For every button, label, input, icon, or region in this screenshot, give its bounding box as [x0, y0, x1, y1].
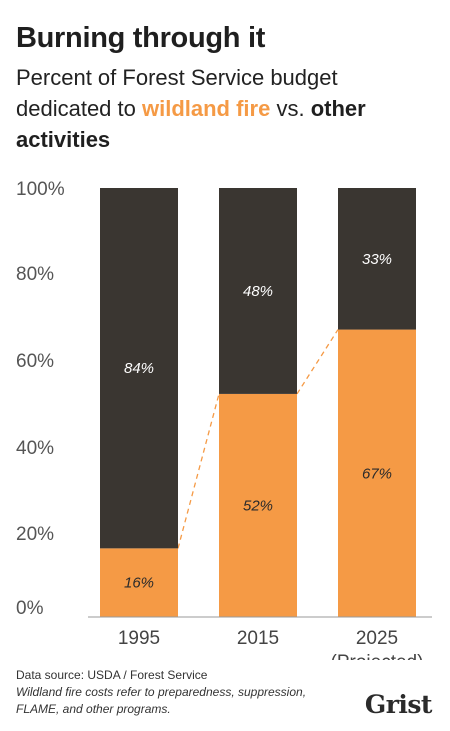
y-tick-label: 20%	[16, 524, 54, 545]
connector-lines	[177, 329, 339, 549]
data-label-fire-2025: 67%	[362, 465, 392, 482]
bars	[100, 188, 416, 617]
data-labels: 16% 84% 52% 48% 67% 33%	[124, 251, 392, 592]
grist-logo: Grist	[364, 690, 433, 719]
x-axis: 1995 2015 2025 (Projected)	[88, 616, 432, 660]
data-label-other-2015: 48%	[243, 283, 273, 300]
connector-line	[177, 393, 220, 549]
bar-other-1995	[100, 188, 178, 549]
stacked-bar-chart: 100% 80% 60% 40% 20% 0% 16% 84% 52% 48% 67% 33% 19…	[16, 179, 432, 660]
connector-line	[296, 329, 339, 395]
y-tick-label: 80%	[16, 264, 54, 285]
y-tick-label: 60%	[16, 351, 54, 372]
y-tick-label: 40%	[16, 438, 54, 459]
data-label-other-2025: 33%	[362, 251, 392, 268]
chart-subtitle: Percent of Forest Service budget dedicat…	[16, 62, 436, 155]
data-label-fire-2015: 52%	[243, 497, 273, 514]
data-label-fire-1995: 16%	[124, 575, 154, 592]
bar-other-2025	[338, 188, 416, 330]
bar-fire-2015	[219, 393, 297, 617]
data-label-other-1995: 84%	[124, 360, 154, 377]
subtitle-text-2: vs.	[270, 96, 311, 121]
x-tick-label: 2025	[356, 628, 398, 649]
x-tick-label: 2015	[237, 628, 279, 649]
subtitle-highlight-fire: wildland fire	[141, 96, 271, 121]
subtitle-text-1: Percent of Forest Service budget dedicat…	[16, 65, 338, 121]
x-tick-sublabel: (Projected)	[331, 652, 424, 660]
bar-fire-1995	[100, 548, 178, 617]
y-tick-label: 0%	[16, 598, 44, 619]
bar-fire-2025	[338, 329, 416, 617]
bar-other-2015	[219, 188, 297, 394]
y-axis: 100% 80% 60% 40% 20% 0%	[16, 179, 65, 619]
source-block: Data source: USDA / Forest Service Wildl…	[16, 667, 316, 718]
x-tick-label: 1995	[118, 628, 160, 649]
source-note: Wildland fire costs refer to preparednes…	[16, 685, 307, 716]
y-tick-label: 100%	[16, 179, 65, 200]
chart-title: Burning through it	[16, 22, 266, 54]
subtitle-highlight-other: other activities	[16, 96, 366, 152]
source-text: Data source: USDA / Forest Service	[16, 668, 208, 682]
